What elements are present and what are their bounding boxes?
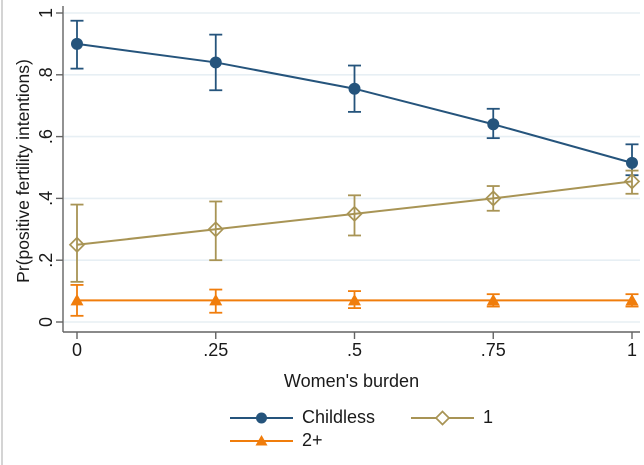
y-tick-label: 1 xyxy=(36,8,56,18)
one-child-legend-marker xyxy=(411,409,474,426)
y-axis-title: Pr(positive fertility intentions) xyxy=(13,59,33,283)
y-axis: 0 .2 .4 .6 .8 1 xyxy=(36,6,64,332)
legend-label-two-plus: 2+ xyxy=(302,430,323,450)
data-point-circle xyxy=(487,118,500,131)
series-2- xyxy=(70,284,639,317)
x-tick-label: .25 xyxy=(203,340,228,360)
y-tick-label: .6 xyxy=(36,129,56,144)
data-point-triangle xyxy=(209,293,223,306)
x-tick-label: .75 xyxy=(481,340,506,360)
y-tick-label: .8 xyxy=(36,67,56,82)
x-tick-label: 1 xyxy=(627,340,637,360)
series-1 xyxy=(68,169,641,283)
error-bar xyxy=(70,203,84,283)
data-point-diamond xyxy=(207,221,224,238)
legend-row-1: Childless 1 xyxy=(230,406,493,429)
legend-item-two-plus: 2+ xyxy=(230,430,323,451)
legend-item-one-child: 1 xyxy=(411,407,493,428)
data-point-diamond xyxy=(623,173,641,190)
legend-label-one-child: 1 xyxy=(483,407,494,427)
data-point-circle xyxy=(626,156,638,169)
legend: Childless 1 2+ xyxy=(230,406,493,452)
legend-item-childless: Childless xyxy=(230,407,397,428)
x-axis-title: Women's burden xyxy=(283,371,420,391)
data-point-circle xyxy=(348,82,361,95)
x-axis: 0 .25 .5 .75 1 xyxy=(63,331,640,360)
y-tick-label: 0 xyxy=(36,317,56,327)
error-bar xyxy=(348,194,361,237)
data-point-diamond xyxy=(485,190,502,207)
data-point-triangle xyxy=(70,293,84,306)
legend-label-childless: Childless xyxy=(302,407,376,427)
error-bar xyxy=(209,200,223,262)
data-point-triangle xyxy=(486,293,500,306)
data-point-diamond xyxy=(68,236,86,253)
two-plus-legend-marker xyxy=(230,434,293,445)
legend-row-2: 2+ xyxy=(230,429,493,452)
y-tick-label: .2 xyxy=(36,253,56,268)
window-left-edge xyxy=(1,0,3,465)
data-point-diamond xyxy=(346,205,363,223)
childless-legend-marker xyxy=(230,412,293,423)
x-tick-label: 0 xyxy=(72,340,82,360)
gridlines xyxy=(64,12,640,323)
error-bar xyxy=(486,185,500,212)
data-point-triangle xyxy=(348,293,361,306)
data-point-circle xyxy=(209,56,222,69)
data-point-triangle xyxy=(625,293,639,306)
y-tick-label: .4 xyxy=(36,191,56,206)
data-point-circle xyxy=(71,37,83,50)
series-childless xyxy=(70,19,639,177)
x-tick-label: .5 xyxy=(347,340,362,360)
